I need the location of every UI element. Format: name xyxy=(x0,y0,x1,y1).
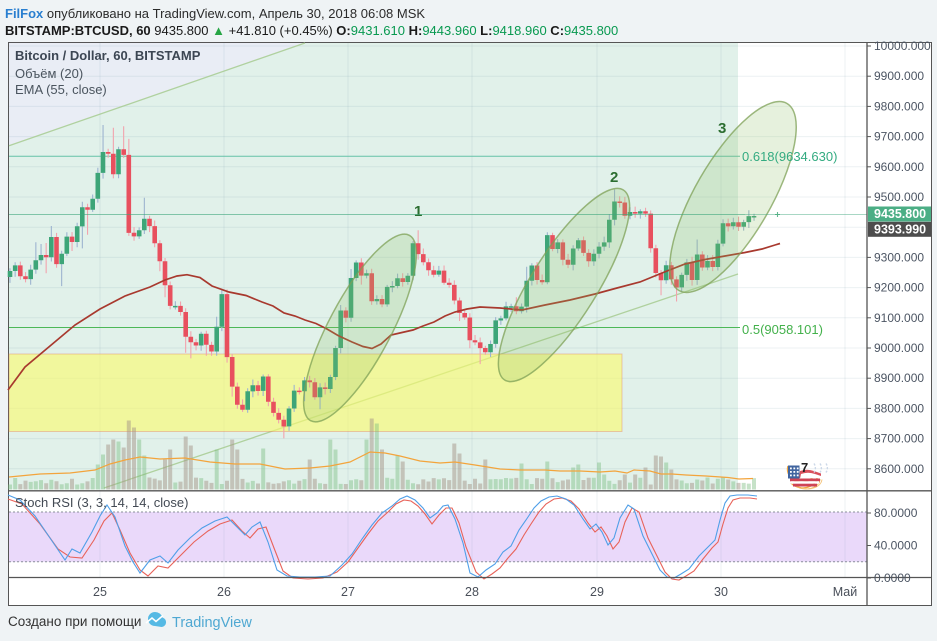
svg-text:9700.000: 9700.000 xyxy=(874,130,924,144)
svg-text:0.5(9058.101): 0.5(9058.101) xyxy=(742,322,823,337)
svg-text:BITSTAMP:BTCUSD, 60 9435.800 ▲: BITSTAMP:BTCUSD, 60 9435.800 ▲ +41.810 (… xyxy=(5,23,618,38)
svg-text:Stoch RSI (3, 3, 14, 14, close: Stoch RSI (3, 3, 14, 14, close) xyxy=(15,495,188,510)
svg-text:40.0000: 40.0000 xyxy=(874,539,918,553)
svg-text:FilFox опубликовано на Trading: FilFox опубликовано на TradingView.com, … xyxy=(5,6,425,21)
svg-text:9393.990: 9393.990 xyxy=(874,222,926,236)
svg-text:9800.000: 9800.000 xyxy=(874,99,924,113)
svg-text:8800.000: 8800.000 xyxy=(874,401,924,415)
svg-text:8600.000: 8600.000 xyxy=(874,462,924,476)
svg-text:8700.000: 8700.000 xyxy=(874,432,924,446)
svg-text:9500.000: 9500.000 xyxy=(874,190,924,204)
svg-text:2: 2 xyxy=(610,169,618,186)
svg-text:28: 28 xyxy=(465,585,479,599)
svg-text:Объём (20): Объём (20) xyxy=(15,66,83,81)
svg-text:0.0000: 0.0000 xyxy=(874,571,911,585)
svg-text:26: 26 xyxy=(217,585,231,599)
svg-text:25: 25 xyxy=(93,585,107,599)
svg-text:9200.000: 9200.000 xyxy=(874,281,924,295)
svg-text:Май: Май xyxy=(833,585,858,599)
svg-text:9600.000: 9600.000 xyxy=(874,160,924,174)
svg-text:TradingView: TradingView xyxy=(172,615,252,631)
svg-text:27: 27 xyxy=(341,585,355,599)
svg-text:10000.000: 10000.000 xyxy=(874,39,931,53)
svg-text:9300.000: 9300.000 xyxy=(874,250,924,264)
svg-text:9000.000: 9000.000 xyxy=(874,341,924,355)
svg-text:3: 3 xyxy=(718,120,726,137)
svg-text:30: 30 xyxy=(714,585,728,599)
svg-text:0.618(9634.630): 0.618(9634.630) xyxy=(742,149,837,164)
svg-text:7: 7 xyxy=(801,460,808,475)
svg-text:9100.000: 9100.000 xyxy=(874,311,924,325)
svg-text:8900.000: 8900.000 xyxy=(874,371,924,385)
svg-text:Создано при помощи: Создано при помощи xyxy=(8,614,141,629)
svg-text:9900.000: 9900.000 xyxy=(874,69,924,83)
svg-text:1: 1 xyxy=(414,203,422,220)
svg-text:EMA (55, close): EMA (55, close) xyxy=(15,82,107,97)
svg-text:Bitcoin / Dollar, 60, BITSTAMP: Bitcoin / Dollar, 60, BITSTAMP xyxy=(15,48,201,63)
svg-text:9435.800: 9435.800 xyxy=(874,207,926,221)
svg-text:80.0000: 80.0000 xyxy=(874,506,918,520)
svg-text:29: 29 xyxy=(590,585,604,599)
